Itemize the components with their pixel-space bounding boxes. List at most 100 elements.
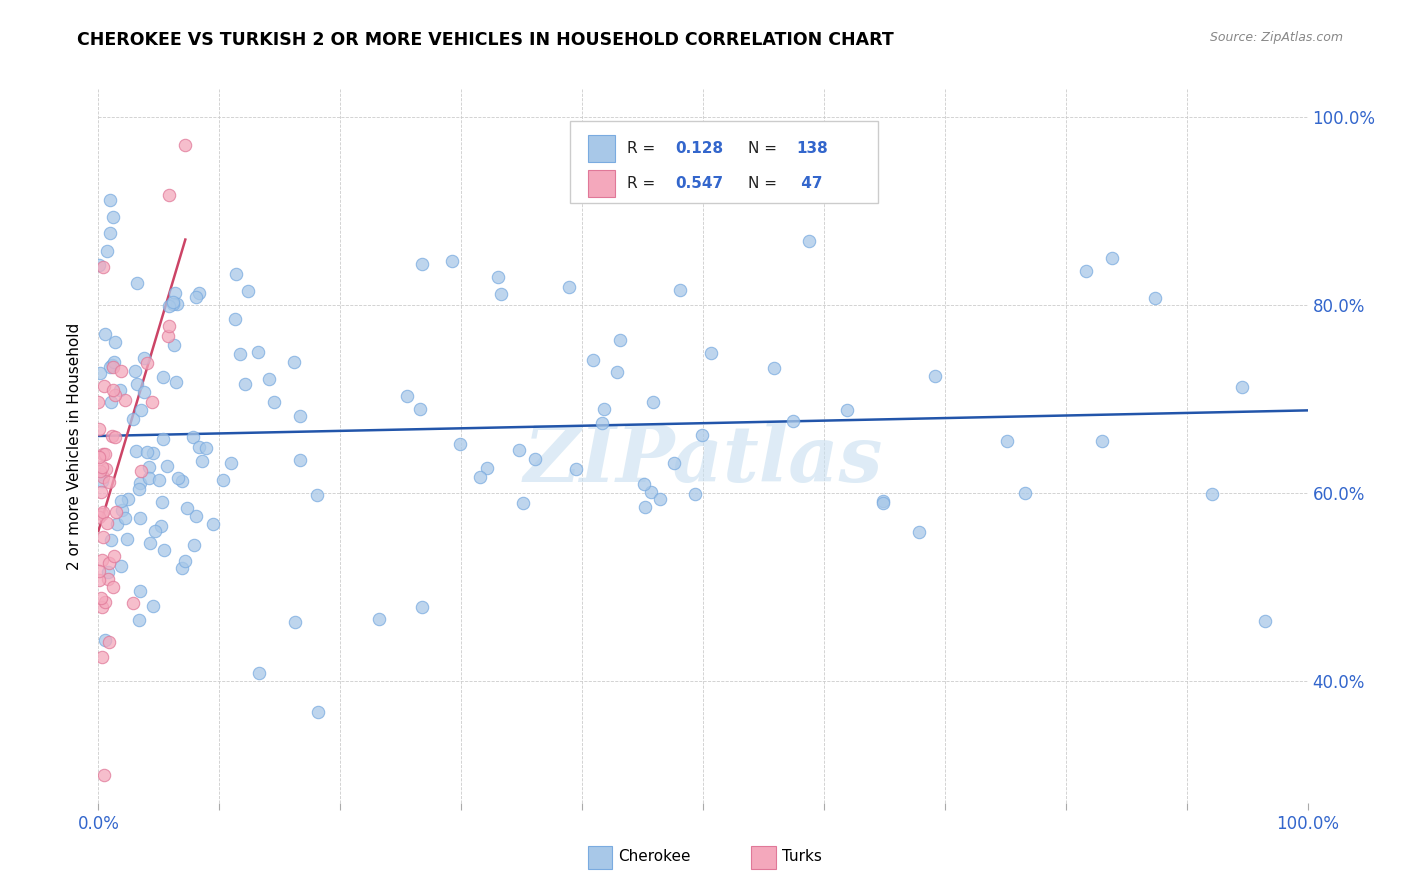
Point: [690, 428, 713, 442]
Point: [1014, 485, 1036, 500]
Point: [94, 326, 117, 341]
Point: [184, 290, 207, 304]
Point: [125, 276, 148, 290]
Point: [183, 538, 205, 552]
Point: [565, 462, 588, 476]
Point: [98, 635, 121, 649]
Point: [233, 377, 256, 392]
Point: [125, 376, 148, 391]
Point: [166, 297, 188, 311]
Text: CHEROKEE VS TURKISH 2 OR MORE VEHICLES IN HOUSEHOLD CORRELATION CHART: CHEROKEE VS TURKISH 2 OR MORE VEHICLES I…: [77, 31, 894, 49]
Point: [111, 503, 134, 517]
Point: [91, 260, 114, 274]
Point: [1201, 487, 1223, 501]
Point: [89, 591, 111, 605]
Point: [641, 395, 664, 409]
Point: [98, 359, 121, 374]
Point: [93, 767, 115, 781]
Point: [190, 454, 212, 468]
Point: [115, 532, 138, 546]
Bar: [588, 847, 613, 869]
Point: [592, 402, 614, 417]
Point: [156, 329, 179, 343]
Point: [152, 495, 174, 509]
Point: [128, 510, 150, 524]
Point: [606, 365, 628, 379]
Point: [157, 187, 180, 202]
Bar: [588, 169, 614, 197]
Point: [486, 269, 509, 284]
Point: [157, 318, 180, 333]
Point: [174, 554, 197, 568]
Point: [101, 358, 124, 372]
Point: [91, 650, 114, 665]
Point: [685, 486, 707, 500]
Point: [475, 460, 498, 475]
Point: [100, 395, 122, 409]
Point: [142, 599, 165, 614]
Point: [908, 524, 931, 539]
Text: 0.128: 0.128: [675, 141, 723, 156]
Point: [174, 137, 197, 152]
Point: [201, 516, 224, 531]
Point: [163, 286, 186, 301]
Point: [187, 440, 209, 454]
Point: [524, 451, 547, 466]
Point: [512, 496, 534, 510]
Point: [96, 244, 118, 259]
Point: [93, 448, 115, 462]
Point: [143, 524, 166, 538]
Text: Source: ZipAtlas.com: Source: ZipAtlas.com: [1209, 31, 1343, 45]
Point: [101, 383, 124, 397]
Point: [89, 467, 111, 481]
Point: [468, 470, 491, 484]
Point: [1230, 380, 1253, 394]
Point: [489, 286, 512, 301]
Point: [129, 464, 152, 478]
Point: [94, 462, 117, 476]
Point: [91, 447, 114, 461]
Point: [98, 475, 121, 489]
Point: [668, 283, 690, 297]
Point: [162, 296, 184, 310]
Point: [90, 508, 112, 522]
Point: [98, 194, 121, 208]
Text: Turks: Turks: [782, 849, 821, 863]
Point: [101, 429, 124, 443]
Point: [247, 666, 270, 681]
FancyBboxPatch shape: [569, 121, 879, 203]
Point: [156, 458, 179, 473]
Text: N =: N =: [748, 141, 782, 156]
Point: [411, 257, 433, 271]
Point: [284, 615, 307, 629]
Point: [163, 338, 186, 352]
Point: [762, 361, 785, 376]
Point: [263, 394, 285, 409]
Point: [449, 436, 471, 450]
Point: [87, 395, 110, 409]
Point: [995, 434, 1018, 448]
Point: [136, 356, 159, 370]
Point: [128, 483, 150, 497]
Point: [91, 553, 114, 567]
Point: [157, 299, 180, 313]
Point: [93, 595, 115, 609]
Point: [650, 491, 672, 506]
Point: [90, 599, 112, 614]
Point: [89, 366, 111, 380]
Text: 138: 138: [796, 141, 828, 156]
Point: [662, 457, 685, 471]
Point: [1254, 614, 1277, 628]
Text: ZIPatlas: ZIPatlas: [523, 422, 883, 499]
Point: [110, 558, 132, 573]
Point: [104, 388, 127, 402]
Point: [1101, 251, 1123, 265]
Point: [89, 422, 111, 436]
Point: [110, 364, 132, 378]
Point: [128, 613, 150, 627]
Point: [87, 450, 110, 465]
Point: [257, 372, 280, 386]
Point: [124, 364, 146, 378]
Point: [591, 416, 613, 430]
Point: [835, 402, 858, 417]
